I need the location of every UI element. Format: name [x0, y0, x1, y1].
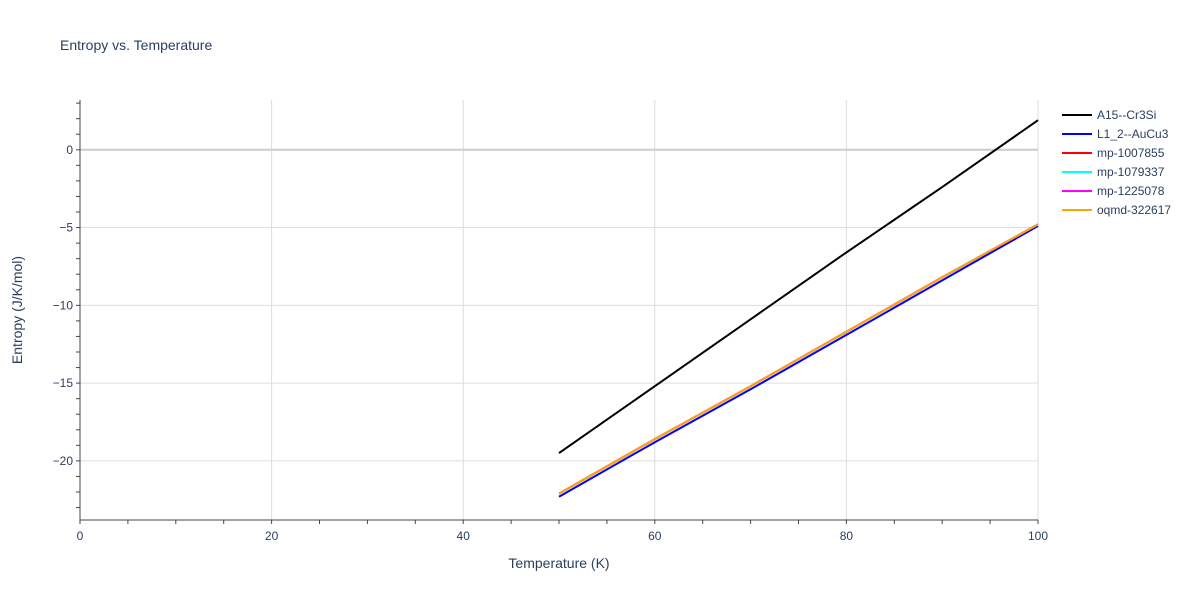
- y-tick-label: −15: [53, 376, 74, 390]
- series-line: [558, 223, 1039, 495]
- series-line: [558, 119, 1039, 454]
- y-axis-title: Entropy (J/K/mol): [9, 256, 25, 364]
- legend-label: mp-1007855: [1097, 146, 1165, 160]
- series-line: [558, 225, 1039, 498]
- y-tick-label: −20: [53, 454, 74, 468]
- legend-label: A15--Cr3Si: [1097, 108, 1156, 122]
- y-tick-labels: 0 −5 −10 −15 −20: [53, 143, 74, 468]
- legend-label: oqmd-322617: [1097, 203, 1171, 217]
- y-gridlines: [80, 227, 1038, 462]
- x-tick-label: 40: [457, 529, 471, 543]
- chart-title: Entropy vs. Temperature: [60, 37, 212, 53]
- x-tick-label: 80: [840, 529, 854, 543]
- minor-ticks: [76, 102, 1039, 524]
- legend-label: mp-1225078: [1097, 184, 1165, 198]
- legend-label: L1_2--AuCu3: [1097, 127, 1169, 141]
- x-gridlines: [271, 100, 1039, 520]
- x-tick-label: 100: [1028, 529, 1048, 543]
- y-tick-label: −10: [53, 298, 74, 312]
- axes: [79, 100, 1038, 521]
- series-lines: [558, 119, 1039, 498]
- y-tick-label: 0: [66, 143, 73, 157]
- x-tick-label: 60: [648, 529, 662, 543]
- y-tick-label: −5: [59, 221, 73, 235]
- x-tick-label: 0: [77, 529, 84, 543]
- x-axis-title: Temperature (K): [508, 555, 609, 571]
- legend: A15--Cr3Si L1_2--AuCu3 mp-1007855 mp-107933…: [1062, 108, 1171, 217]
- legend-label: mp-1079337: [1097, 165, 1165, 179]
- x-tick-labels: 0 20 40 60 80 100: [77, 529, 1049, 543]
- x-tick-label: 20: [265, 529, 279, 543]
